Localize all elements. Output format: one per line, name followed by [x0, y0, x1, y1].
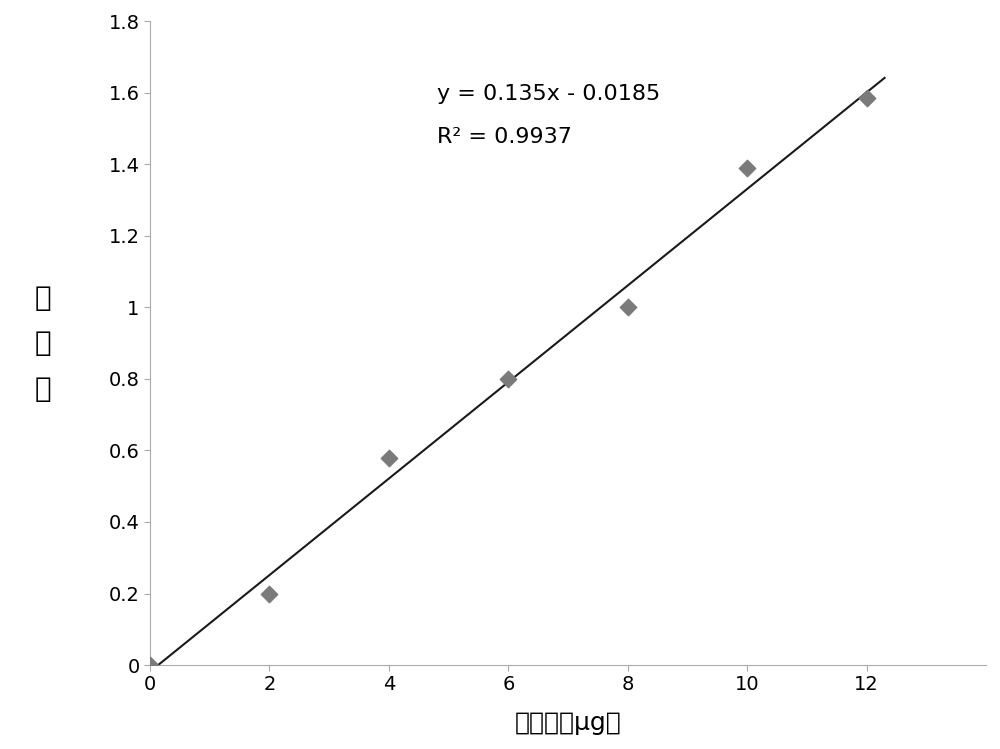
Point [859, 92, 875, 104]
Point [620, 301, 636, 313]
Point [739, 162, 755, 174]
Text: R² = 0.9937: R² = 0.9937 [437, 127, 572, 147]
Point [500, 373, 516, 385]
X-axis label: 糖含量（μg）: 糖含量（μg） [515, 711, 621, 735]
Text: 吸
光
度: 吸 光 度 [34, 284, 51, 403]
Point [142, 659, 158, 671]
Point [261, 587, 277, 599]
Point [381, 452, 397, 464]
Text: y = 0.135x - 0.0185: y = 0.135x - 0.0185 [437, 84, 660, 104]
